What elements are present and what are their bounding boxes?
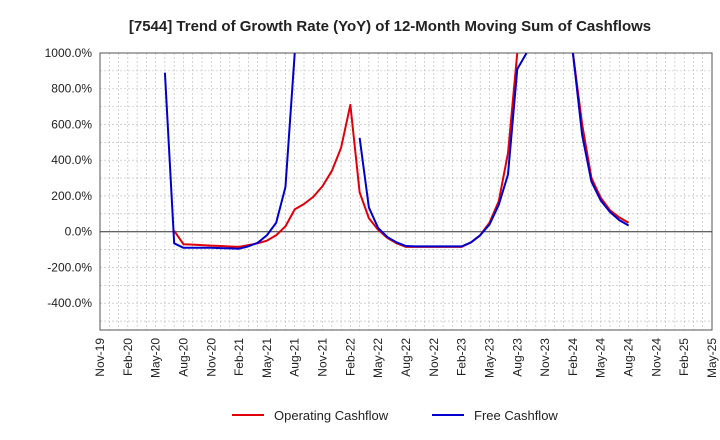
- operating-cashflow-line: [571, 53, 630, 224]
- x-tick-label: May-21: [260, 338, 274, 378]
- x-tick-label: Feb-22: [343, 338, 357, 376]
- x-tick-label: Nov-21: [316, 338, 330, 377]
- legend: Operating Cashflow Free Cashflow: [232, 408, 558, 423]
- x-tick-label: Feb-24: [566, 338, 580, 376]
- plot-area: [163, 53, 630, 250]
- x-tick-label: May-25: [705, 338, 719, 378]
- plot-frame: [99, 52, 713, 331]
- x-tick-label: Aug-20: [176, 338, 190, 377]
- x-tick-label: Nov-23: [538, 338, 552, 377]
- y-tick-label: 400.0%: [51, 153, 92, 167]
- x-tick-label: Nov-20: [204, 338, 218, 377]
- x-tick-label: Feb-23: [455, 338, 469, 376]
- y-tick-label: -400.0%: [47, 296, 92, 310]
- axes: [99, 52, 713, 331]
- free-cashflow-line: [358, 53, 528, 248]
- grid: [99, 52, 713, 330]
- x-tick-label: Aug-21: [288, 338, 302, 377]
- x-tick-label: Nov-19: [93, 338, 107, 377]
- y-axis-ticks: 1000.0% 800.0% 600.0% 400.0% 200.0% 0.0% -200.…: [45, 46, 93, 310]
- operating-cashflow-line: [173, 53, 519, 248]
- free-cashflow-line: [163, 53, 296, 250]
- x-tick-label: Nov-22: [427, 338, 441, 377]
- y-tick-label: 1000.0%: [45, 46, 93, 60]
- y-tick-label: 200.0%: [51, 189, 92, 203]
- y-tick-label: -200.0%: [47, 260, 92, 274]
- legend-label: Free Cashflow: [474, 408, 558, 423]
- x-tick-label: May-22: [371, 338, 385, 378]
- x-tick-label: Nov-24: [649, 338, 663, 377]
- legend-label: Operating Cashflow: [274, 408, 389, 423]
- x-tick-label: Aug-23: [510, 338, 524, 377]
- x-tick-label: Feb-20: [121, 338, 135, 376]
- x-axis-ticks: Nov-19 Feb-20 May-20 Aug-20 Nov-20 Feb-21 May-…: [93, 338, 719, 378]
- chart-title: [7544] Trend of Growth Rate (YoY) of 12-…: [129, 18, 651, 35]
- x-tick-label: Feb-21: [232, 338, 246, 376]
- x-tick-label: Aug-24: [622, 338, 636, 377]
- x-tick-label: May-24: [594, 338, 608, 378]
- y-tick-label: 800.0%: [51, 82, 92, 96]
- y-tick-label: 0.0%: [65, 225, 93, 239]
- x-tick-label: Feb-25: [677, 338, 691, 376]
- x-tick-label: May-20: [149, 338, 163, 378]
- x-tick-label: May-23: [482, 338, 496, 378]
- x-tick-label: Aug-22: [399, 338, 413, 377]
- y-tick-label: 600.0%: [51, 117, 92, 131]
- free-cashflow-line: [571, 53, 630, 227]
